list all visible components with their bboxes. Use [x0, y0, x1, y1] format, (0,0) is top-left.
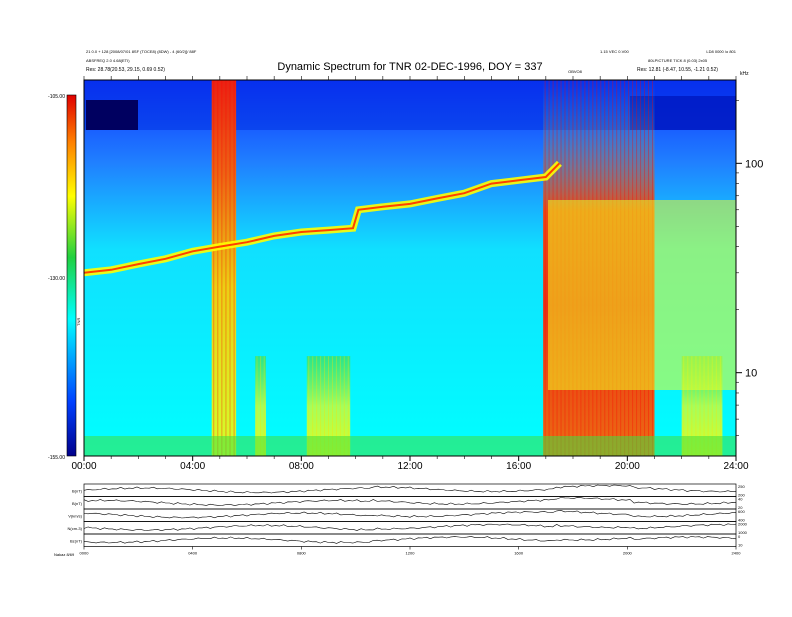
bottom-corner-label: Nakaz 8/69 — [54, 552, 75, 557]
panel-1-label: B(nT) — [72, 501, 83, 506]
top-tick-label: OBVO8 — [568, 69, 583, 74]
colorbar-tick-top: -105.00 — [48, 94, 65, 100]
early-dark-block — [86, 100, 138, 130]
panel-2-scale-top: 600 — [738, 509, 745, 514]
panel-0-scale-top: 250 — [738, 484, 745, 489]
panel-1-scale-top: 40 — [738, 497, 743, 502]
burst-1 — [255, 356, 267, 456]
colorbar-tick-mid: -130.00 — [48, 276, 65, 282]
header-right-line-2: LD8 0000 /o 801 — [706, 49, 736, 54]
late-yellow-diffuse — [548, 200, 736, 390]
x-tick-label-6: 24:00 — [723, 461, 748, 472]
bottom-tick-label-3: 1200 — [406, 551, 416, 556]
header-right-line-1: 1.15 VEC 0.V00 — [600, 49, 629, 54]
x-tick-label-5: 20:00 — [615, 461, 640, 472]
burst-0 — [211, 80, 237, 456]
bottom-tick-label-1: 0400 — [188, 551, 198, 556]
x-axis: 00:00 04:00 08:00 12:00 16:00 20:00 24:00 — [71, 456, 749, 472]
panel-4-scale-top: 0 — [738, 534, 741, 539]
panel-4-trace — [83, 536, 737, 544]
bottom-tick-label-5: 2000 — [623, 551, 633, 556]
header-left-line-3: Res: 28.78(20.53, 29.15, 0.69 0.52) — [86, 67, 165, 73]
top-ticks — [83, 76, 737, 80]
panel-2-scale-bottom: 400 — [738, 518, 745, 523]
panel-3-scale-bottom: 1000 — [738, 530, 748, 535]
panel-0-scale-bottom: 200 — [738, 493, 745, 498]
y-tick-label-0: 10 — [745, 368, 757, 380]
y-axis: 10 100 — [736, 99, 763, 437]
bottom-tick-label-6: 2400 — [732, 551, 742, 556]
panel-2-frame — [83, 508, 737, 522]
header-left-line-1: 21 0.0 + 128 [2008/07/01 8SF (TOCE8) (8D… — [86, 49, 197, 54]
panel-0-trace — [83, 484, 737, 494]
chart-title: Dynamic Spectrum for TNR 02-DEC-1996, DO… — [277, 61, 542, 73]
panel-2-label: V(km/s) — [68, 513, 82, 518]
y-tick-label-1: 100 — [745, 158, 763, 170]
bottom-tick-label-4: 1600 — [514, 551, 524, 556]
panel-1-scale-bottom: 20 — [738, 505, 743, 510]
panel-2-trace — [83, 509, 737, 519]
panel-0-frame — [83, 483, 737, 497]
colorbar-tick-bottom: -155.00 — [48, 455, 65, 461]
panel-3-trace — [83, 523, 737, 532]
colorbar — [66, 94, 77, 457]
x-tick-label-1: 04:00 — [180, 461, 205, 472]
x-tick-label-2: 08:00 — [289, 461, 314, 472]
panel-1-trace — [83, 497, 737, 506]
header-right-line-3: 80LPICTURE TICK 8 (0.03) 2x05 — [648, 58, 708, 63]
panel-3-label: N(cm-3) — [68, 526, 83, 531]
panel-4-label: Bz(nT) — [70, 538, 83, 543]
bottom-tick-label-0: 0000 — [80, 551, 90, 556]
header-left-line-2: ABSFREQ 2.0 4.68(ETI) — [86, 58, 130, 63]
bottom-x-axis: 0000 0400 0800 1200 1600 2000 2400 — [80, 546, 742, 556]
panel-0-label: B(nT) — [72, 488, 83, 493]
x-tick-label-0: 00:00 — [71, 461, 96, 472]
y-unit-label: kHz — [740, 71, 749, 77]
panel-3-scale-top: 2000 — [738, 522, 748, 527]
x-tick-label-4: 16:00 — [506, 461, 531, 472]
x-tick-label-3: 12:00 — [397, 461, 422, 472]
spectrogram — [84, 80, 736, 456]
noise-floor-band — [84, 436, 736, 456]
plasma-frequency-core — [84, 162, 561, 274]
solar-wind-panels: B(nT) 250 200 B(nT) 40 20 V(km/s) 600 400 N(cm-3)… — [68, 483, 748, 548]
header-right-line-4: Res: 12.81 (-8.47, 10.55, -1.21 0.52) — [637, 67, 718, 73]
panel-4-frame — [83, 533, 737, 547]
panel-4-scale-bottom: 10 — [738, 543, 743, 548]
colorbar-label: TNR — [76, 318, 81, 326]
bottom-tick-label-2: 0800 — [297, 551, 307, 556]
